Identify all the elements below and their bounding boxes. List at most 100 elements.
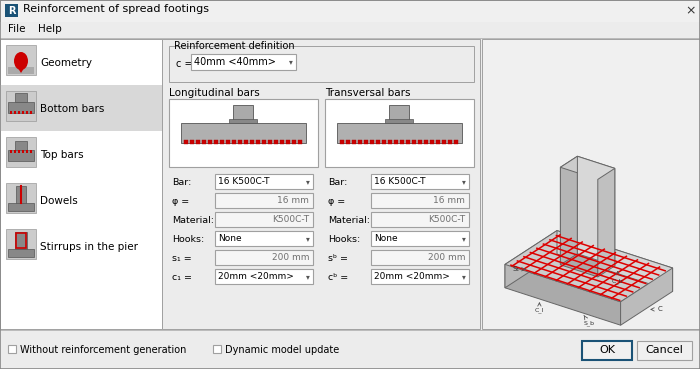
Text: Without reinforcement generation: Without reinforcement generation: [20, 345, 186, 355]
Polygon shape: [16, 65, 26, 73]
Bar: [292, 140, 296, 144]
Text: None: None: [218, 234, 241, 243]
Bar: [6, 91, 36, 121]
Text: 16 mm: 16 mm: [433, 196, 465, 205]
Bar: [371, 174, 469, 189]
Bar: [229, 119, 257, 123]
Polygon shape: [621, 268, 673, 325]
Bar: [26, 150, 28, 153]
Text: ▾: ▾: [462, 272, 466, 281]
Text: Longitudinal bars: Longitudinal bars: [169, 88, 260, 98]
Bar: [274, 140, 278, 144]
Text: C_b: C_b: [612, 272, 624, 284]
Text: sᵇ =: sᵇ =: [328, 254, 348, 263]
Text: c₁ =: c₁ =: [172, 273, 192, 282]
Bar: [208, 140, 212, 144]
Bar: [385, 119, 413, 123]
Bar: [418, 140, 422, 144]
Bar: [215, 231, 313, 246]
Bar: [10, 150, 12, 153]
Bar: [0, 85, 162, 131]
Bar: [250, 140, 254, 144]
Bar: [376, 140, 380, 144]
Text: c =: c =: [176, 59, 192, 69]
Bar: [0, 330, 700, 331]
Bar: [262, 140, 266, 144]
Bar: [233, 105, 253, 121]
Bar: [337, 123, 462, 143]
Bar: [352, 140, 356, 144]
Bar: [0, 22, 700, 38]
Bar: [412, 140, 416, 144]
Bar: [196, 140, 200, 144]
Bar: [215, 193, 313, 208]
Text: S_b: S_b: [583, 315, 594, 326]
Bar: [15, 141, 27, 150]
Bar: [184, 140, 188, 144]
Text: Transversal bars: Transversal bars: [325, 88, 410, 98]
Bar: [448, 140, 452, 144]
Bar: [30, 150, 32, 153]
Bar: [191, 54, 296, 70]
Text: 20mm <20mm>: 20mm <20mm>: [374, 272, 450, 281]
Bar: [388, 140, 392, 144]
Bar: [10, 111, 12, 114]
Text: s₁ =: s₁ =: [172, 254, 192, 263]
Bar: [0, 39, 162, 329]
Text: φ =: φ =: [328, 197, 345, 206]
Bar: [268, 140, 272, 144]
Text: R: R: [8, 6, 15, 15]
Bar: [406, 140, 410, 144]
Text: C_l: C_l: [535, 303, 544, 313]
Bar: [6, 137, 36, 167]
Bar: [202, 140, 206, 144]
Bar: [22, 150, 24, 153]
Bar: [6, 45, 36, 75]
Bar: [215, 250, 313, 265]
Bar: [382, 140, 386, 144]
Bar: [0, 330, 700, 369]
Bar: [14, 150, 16, 153]
Bar: [215, 212, 313, 227]
Bar: [215, 174, 313, 189]
Bar: [400, 140, 404, 144]
Text: Bottom bars: Bottom bars: [40, 104, 104, 114]
Text: φ =: φ =: [172, 197, 189, 206]
Text: OK: OK: [599, 345, 615, 355]
Text: S₁: S₁: [512, 266, 525, 272]
Bar: [8, 150, 34, 161]
Bar: [8, 249, 34, 257]
Polygon shape: [561, 167, 598, 277]
Bar: [325, 99, 474, 167]
Bar: [482, 39, 700, 329]
Text: Reinforcement of spread footings: Reinforcement of spread footings: [23, 4, 209, 14]
Bar: [371, 212, 469, 227]
Bar: [280, 140, 284, 144]
Bar: [430, 140, 434, 144]
Text: K500C-T: K500C-T: [272, 215, 309, 224]
Text: Dynamic model update: Dynamic model update: [225, 345, 340, 355]
Bar: [220, 140, 224, 144]
Bar: [442, 140, 446, 144]
Text: ▾: ▾: [462, 177, 466, 186]
Bar: [364, 140, 368, 144]
Bar: [169, 99, 318, 167]
Text: Top bars: Top bars: [40, 150, 83, 160]
Polygon shape: [557, 231, 673, 292]
Bar: [346, 140, 350, 144]
Bar: [454, 140, 458, 144]
Bar: [214, 140, 218, 144]
Text: ×: ×: [686, 4, 696, 17]
Bar: [26, 111, 28, 114]
Polygon shape: [598, 168, 615, 277]
Text: 200 mm: 200 mm: [428, 253, 465, 262]
Polygon shape: [561, 156, 578, 265]
Polygon shape: [578, 156, 615, 266]
Text: 16 K500C-T: 16 K500C-T: [374, 177, 426, 186]
Bar: [340, 140, 344, 144]
Bar: [15, 232, 27, 249]
Text: Hooks:: Hooks:: [172, 235, 204, 244]
Text: 16 mm: 16 mm: [277, 196, 309, 205]
Bar: [181, 123, 306, 143]
Bar: [226, 140, 230, 144]
